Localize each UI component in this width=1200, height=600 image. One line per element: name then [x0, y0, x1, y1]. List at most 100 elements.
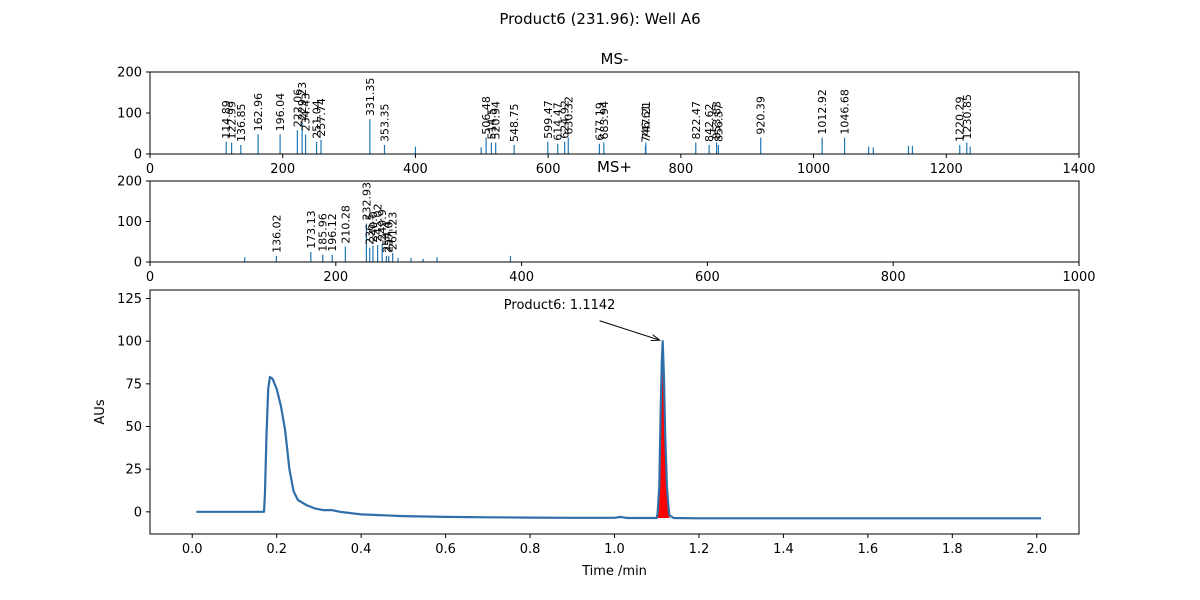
ms-neg-peak-label: 683.94: [598, 101, 611, 140]
ms-neg-xtick-label: 1200: [930, 162, 963, 177]
ms-neg-peak-label: 630.32: [562, 96, 575, 135]
uv-trace: [196, 340, 1041, 520]
ms-neg-peak-label: 677.19: [593, 102, 606, 141]
uv-ytick-label: 50: [125, 420, 142, 435]
uv-xlabel: Time /min: [581, 564, 647, 579]
ms-neg-peak-label: 520.94: [490, 101, 503, 140]
ms-pos-title: MS+: [597, 158, 632, 176]
uv-ytick-label: 100: [117, 335, 142, 350]
uv-xtick-label: 1.0: [604, 542, 625, 557]
ms-neg-peak-label: 136.85: [235, 103, 248, 142]
ms-neg-title: MS-: [601, 50, 629, 68]
ms-neg-peak-label: 624.92: [559, 100, 572, 139]
ms-neg-xtick-label: 200: [270, 162, 295, 177]
ms-neg-peak-label: 1012.92: [816, 89, 829, 135]
ms-pos-peak-label: 249.9: [376, 209, 389, 241]
uv-ylabel: AUs: [93, 399, 108, 424]
ms-pos-peak-label: 236.5: [364, 213, 377, 245]
uv-plot: Product6: 1.1142: [196, 298, 1041, 520]
ms-neg-peak-label: 122.99: [226, 101, 239, 140]
ms-pos-peak-label: 257.0: [383, 221, 396, 253]
ms-neg-peak-label: 506.48: [480, 96, 493, 135]
ms-neg-xtick-label: 400: [403, 162, 428, 177]
ms-neg-axes: 0 200 400 600 800 1000 1200 1400 0 100 200: [117, 66, 1095, 178]
ms-neg-peak-label: 114.89: [220, 100, 233, 139]
uv-xtick-label: 1.4: [773, 542, 794, 557]
ms-neg-peak-label: 842.62: [703, 103, 716, 142]
uv-annotation-label: Product6: 1.1142: [504, 298, 616, 313]
ms-pos-peak-label: 232.93: [360, 182, 373, 221]
ms-pos-peak-label: 261.23: [387, 212, 400, 251]
ms-neg-peak-label: 234.43: [300, 93, 313, 132]
ms-pos-peak-label: 173.13: [305, 210, 318, 249]
ms-neg-peak-label: 822.47: [690, 101, 703, 140]
ms-pos-frame: [149, 180, 1080, 263]
uv-annotation-arrowhead: [650, 334, 662, 342]
ms-neg-peak-label: 747.21: [640, 101, 653, 140]
uv-ytick-label: 0: [134, 505, 142, 520]
ms-pos-xtick-label: 200: [323, 270, 348, 285]
ms-pos-peak-label: 185.96: [317, 213, 330, 252]
uv-xtick-label: 1.6: [858, 542, 879, 557]
uv-xtick-label: 0.8: [520, 542, 541, 557]
ms-neg-ytick-label: 100: [117, 107, 142, 122]
uv-axes: 0.0 0.2 0.4 0.6 0.8 1.0 1.2 1.4 1.6 1.8 2.0 0 25 50 75…: [117, 292, 1047, 557]
ms-neg-peak-label: 162.96: [252, 93, 265, 132]
ms-neg-peak-label: 353.35: [378, 103, 391, 142]
uv-xtick-label: 0.4: [351, 542, 372, 557]
figure-title: Product6 (231.96): Well A6: [499, 10, 700, 28]
ms-pos-xtick-label: 600: [695, 270, 720, 285]
ms-neg-peak-label: 331.35: [364, 78, 377, 117]
ms-neg-peak-label: 599.47: [542, 100, 555, 139]
ms-neg-peak-label: 257.74: [315, 98, 328, 137]
ms-neg-peak-label: 1230.85: [961, 94, 974, 140]
ms-neg-xtick-label: 600: [536, 162, 561, 177]
ms-neg-frame: [149, 71, 1080, 155]
ms-pos-xtick-label: 800: [881, 270, 906, 285]
ms-neg-peak-label: 1046.68: [839, 89, 852, 135]
ms-pos-peak-label: 210.28: [339, 205, 352, 244]
uv-xtick-label: 0.6: [435, 542, 456, 557]
uv-xtick-label: 1.8: [942, 542, 963, 557]
ms-neg-peak-label: 853.83: [711, 101, 724, 140]
uv-xtick-label: 2.0: [1026, 542, 1047, 557]
ms-neg-peak-label: 920.39: [755, 96, 768, 135]
uv-ytick-label: 25: [125, 463, 142, 478]
ms-neg-xtick-label: 800: [668, 162, 693, 177]
ms-neg-peak-label: 548.75: [508, 103, 521, 142]
ms-neg-peak-label: 196.04: [274, 93, 287, 132]
ms-neg-peak-label: 614.47: [552, 102, 565, 141]
ms-neg-peak-label: 746.61: [639, 104, 652, 143]
ms-pos-peak-label: 254.4: [380, 221, 393, 253]
uv-annotation-arrow: [599, 320, 660, 341]
ms-neg-ytick-label: 0: [134, 148, 142, 163]
ms-pos-xtick-label: 1000: [1062, 270, 1095, 285]
uv-ytick-label: 75: [125, 377, 142, 392]
ms-neg-ytick-label: 200: [117, 66, 142, 81]
ms-pos-peak-label: 240.0: [367, 211, 380, 243]
ms-pos-axes: 0 200 400 600 800 1000 0 100 200: [117, 175, 1095, 286]
uv-ytick-label: 125: [117, 292, 142, 307]
ms-pos-xtick-label: 0: [146, 270, 154, 285]
uv-xtick-label: 0.2: [266, 542, 287, 557]
uv-xtick-label: 1.2: [689, 542, 710, 557]
uv-frame: [149, 289, 1080, 535]
ms-pos-peak-label: 136.02: [270, 214, 283, 253]
ms-pos-ytick-label: 200: [117, 175, 142, 190]
ms-neg-peak-label: 222.06: [291, 89, 304, 128]
uv-chart: Product6: 1.1142 0.0 0.2 0.4 0.6 0.8 1.0 1.2 1.…: [93, 289, 1080, 579]
ms-neg-xtick-label: 0: [146, 162, 154, 177]
ms-neg-peak-label: 1220.29: [954, 96, 967, 142]
ms-pos-xtick-label: 400: [509, 270, 534, 285]
ms-pos-peak-label: 245.02: [372, 203, 385, 242]
ms-neg-xtick-label: 1000: [797, 162, 830, 177]
ms-neg-peak-label: 251.04: [311, 100, 324, 139]
ms-neg-xtick-label: 1400: [1062, 162, 1095, 177]
ms-pos-ytick-label: 0: [134, 256, 142, 271]
ms-pos-peak-label: 196.12: [326, 213, 339, 252]
ms-neg-peak-label: 856.57: [712, 103, 725, 142]
